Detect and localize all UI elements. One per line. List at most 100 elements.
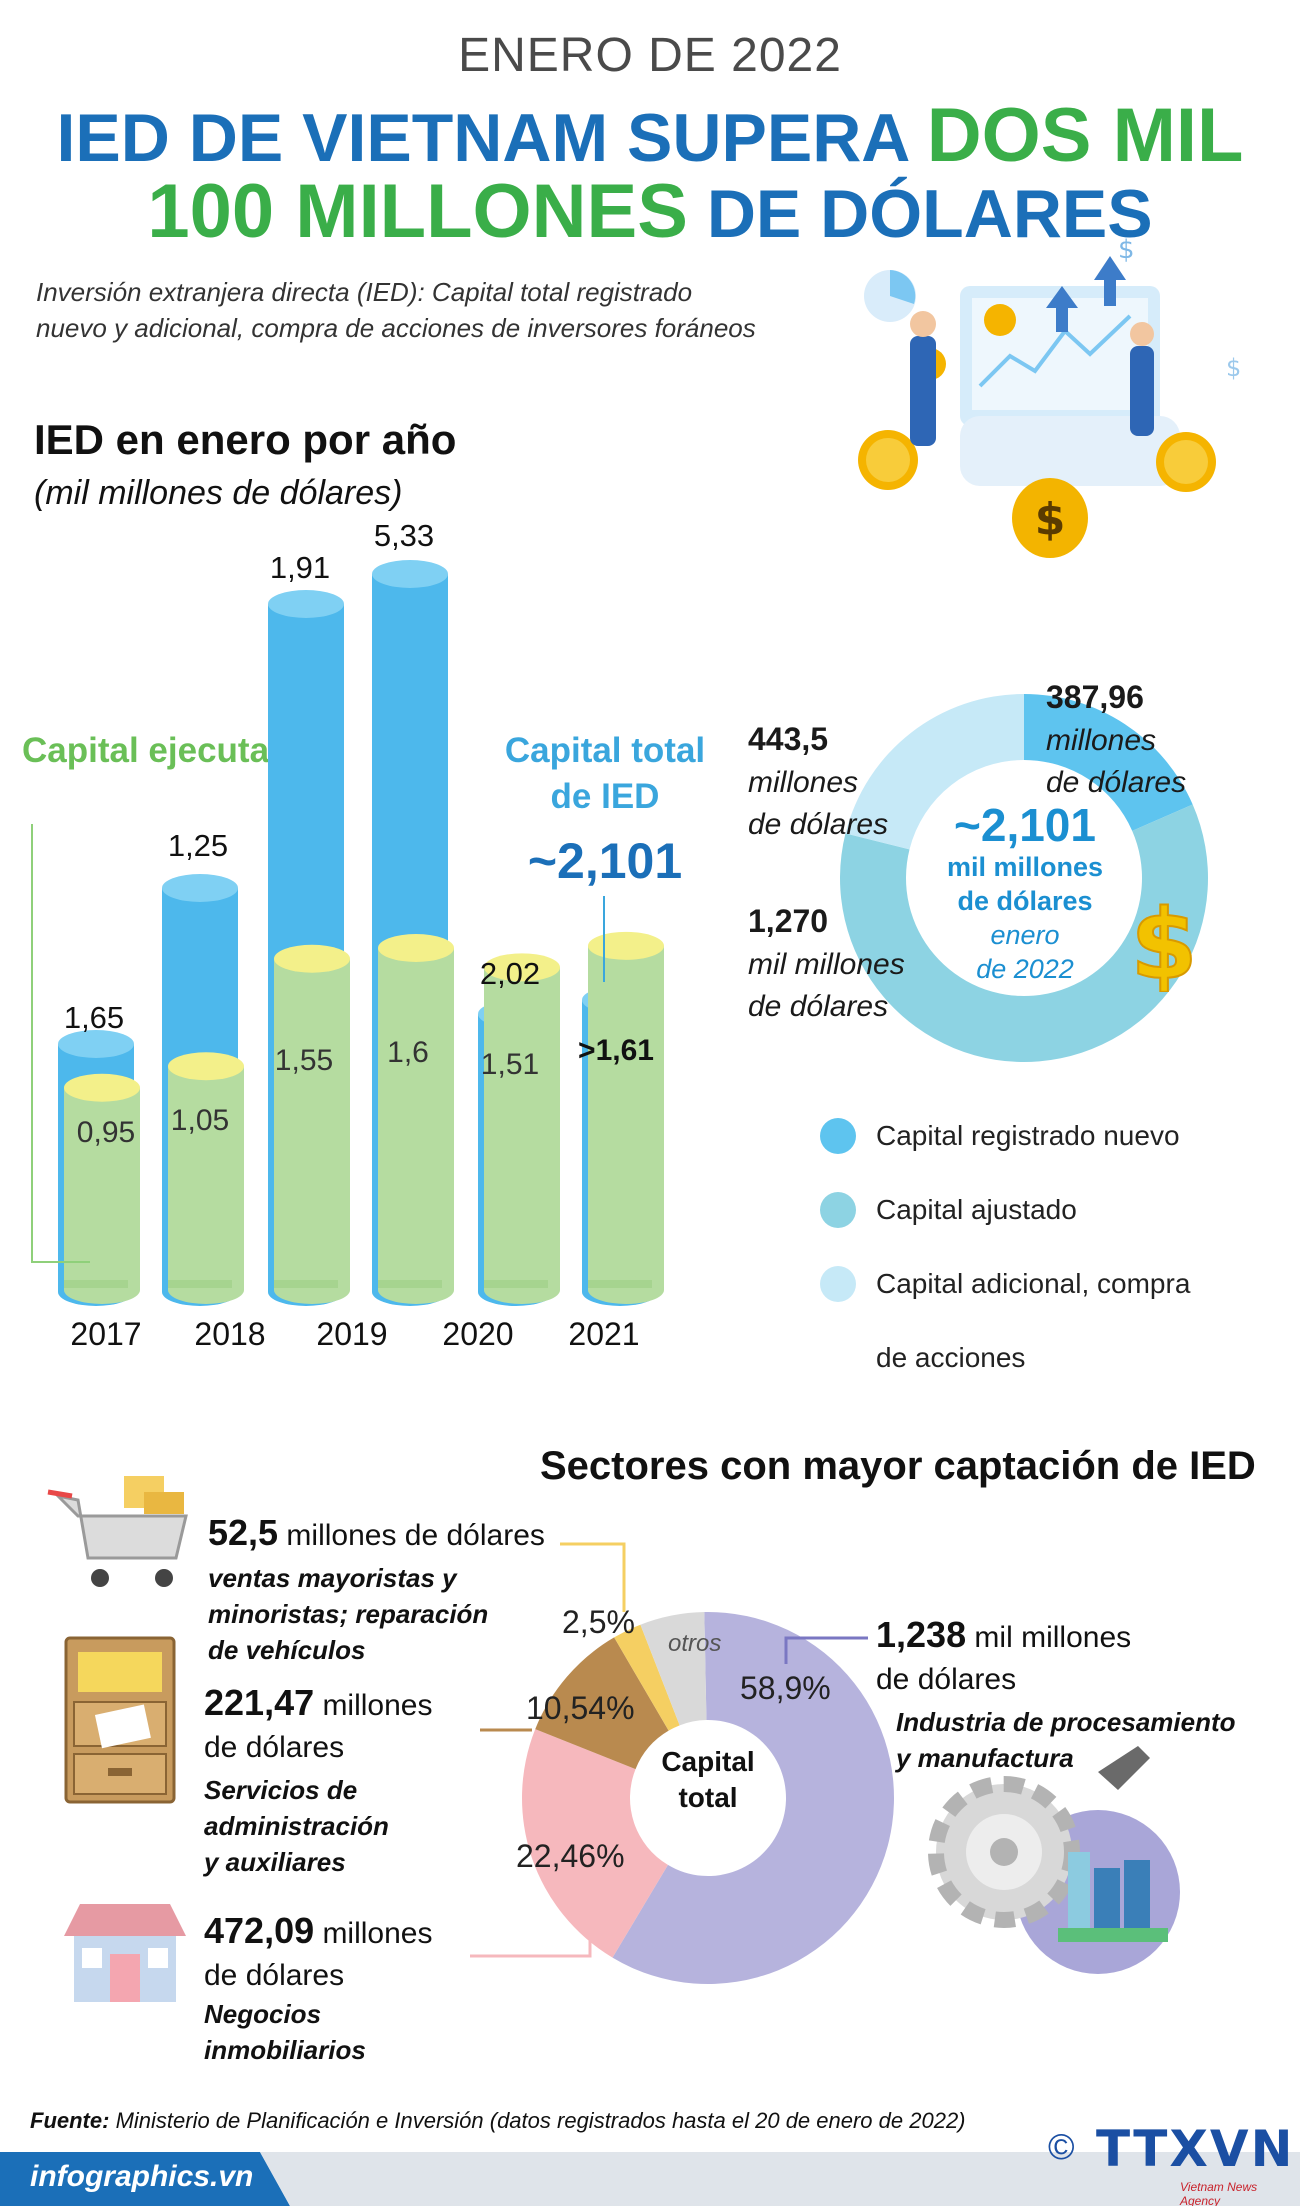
legend-additional-2: de acciones (876, 1342, 1026, 1373)
bar-base-2021 (484, 1280, 548, 1288)
shopping-cart-icon (47, 1476, 188, 1587)
bar-chart (58, 560, 664, 1306)
ttxvn-logo: TTXVN (1096, 2120, 1295, 2178)
manufacturing-amount-value: 1,238 (876, 1614, 967, 1655)
year-label-2018: 2018 (194, 1316, 266, 1352)
new-capital-unit-1: millones (1046, 724, 1157, 757)
title-line-1: IED DE VIETNAM SUPERA DOS MIL (0, 92, 1300, 179)
leader-manufacturing (784, 1636, 868, 1664)
ttxvn-logo-subtitle: Vietnam News Agency (1180, 2180, 1258, 2206)
house-icon (64, 1904, 186, 2002)
svg-text:$: $ (1118, 236, 1135, 265)
person-icon (910, 336, 936, 446)
services-amount-unit-2: de dólares (204, 1731, 345, 1764)
services-desc-3: y auxiliares (204, 1847, 346, 1877)
real-estate-amount-unit-1: millones (314, 1917, 433, 1950)
pct-others: otros (668, 1630, 722, 1657)
capital-donut-chart (840, 694, 1208, 1062)
donut2-center-1: Capital (661, 1746, 755, 1777)
donut2-slice-services (535, 1637, 669, 1770)
donut2-slice-manufacturing (612, 1612, 895, 1985)
real-estate-desc: Negocios inmobiliarios (204, 1996, 366, 2068)
additional-capital-value: 443,5 (748, 721, 829, 757)
manufacturing-desc: Industria de procesamiento y manufactura (896, 1704, 1236, 1776)
source-label: Fuente: (30, 2108, 110, 2133)
year-label-2019: 2019 (316, 1316, 388, 1352)
total-capital-value: ~2,101 (527, 833, 683, 889)
bar-base-2022 (588, 1280, 652, 1288)
bar-base-2018 (168, 1280, 232, 1288)
manufacturing-desc-1: Industria de procesamiento (896, 1707, 1236, 1737)
retail-desc-2: minoristas; reparación (208, 1599, 489, 1629)
leader-executed (31, 824, 90, 1263)
arrow-down-icon (1046, 286, 1078, 332)
bar-exec-prefix-2022: > (578, 1034, 596, 1067)
money-bag-icon (1012, 478, 1088, 558)
subtitle-line-2: nuevo y adicional, compra de acciones de… (36, 313, 756, 343)
bar-base-2019 (274, 1280, 338, 1288)
bar-exec-2018 (168, 1052, 244, 1304)
executed-capital-label-text: Capital ejecutado (22, 731, 312, 770)
donut1-slice-new (1024, 694, 1193, 831)
bar-exec-label-2019: 1,55 (274, 1044, 334, 1077)
bar-exec-label-2022: >1,61 (556, 1034, 676, 1068)
retail-amount: 52,5 millones de dólares (208, 1512, 545, 1557)
new-capital-value: 387,96 (1046, 679, 1144, 715)
services-amount: 221,47 millones de dólares (204, 1682, 432, 1769)
sectors-title: Sectores con mayor captación de IED (540, 1444, 1256, 1488)
adjusted-capital-unit-1: mil millones (748, 948, 905, 981)
manufacturing-amount: 1,238 mil millones de dólares (876, 1614, 1131, 1701)
services-desc-2: administración (204, 1811, 389, 1841)
leader-retail (560, 1542, 626, 1612)
new-capital-label: 387,96 millones de dólares (1046, 676, 1186, 804)
total-capital-label: Capital total de IED (504, 731, 706, 816)
donut1-center: ~2,101 mil millones de dólares enero de … (900, 800, 1150, 986)
pct-manufacturing: 58,9% (740, 1670, 831, 1706)
kicker: ENERO DE 2022 (458, 29, 842, 82)
donut1-center-period-2: de 2022 (976, 954, 1074, 984)
title-line-1-b: DOS MIL (926, 93, 1244, 178)
legend-dot-new (820, 1118, 856, 1154)
trend-line-icon (978, 314, 1132, 388)
retail-desc-3: de vehículos (208, 1635, 366, 1665)
adjusted-capital-value: 1,270 (748, 903, 829, 939)
donut2-slice-others (640, 1612, 707, 1726)
pct-real-estate: 22,46% (516, 1838, 625, 1874)
bar-exec-value-2022: 1,61 (595, 1034, 654, 1067)
donut2-center-2: total (678, 1782, 738, 1813)
site-name[interactable]: infographics.vn (30, 2160, 254, 2193)
svg-text:$: $ (1131, 892, 1198, 992)
new-capital-unit-2: de dólares (1046, 766, 1187, 799)
donut2-slice-real-estate (522, 1729, 668, 1958)
source-text: Ministerio de Planificación e Inversión … (109, 2108, 966, 2133)
real-estate-desc-1: Negocios (204, 1999, 322, 2029)
manufacturing-amount-unit-1: mil millones (966, 1621, 1132, 1654)
footer-band (0, 2152, 1300, 2206)
file-cabinet-icon (64, 1636, 176, 1804)
year-label-2017: 2017 (70, 1316, 142, 1352)
adjusted-capital-unit-2: de dólares (748, 990, 889, 1023)
donut1-center-unit-1: mil millones (946, 852, 1104, 882)
manufacturing-desc-2: y manufactura (896, 1743, 1074, 1773)
svg-text:$: $ (1035, 494, 1066, 545)
real-estate-amount: 472,09 millones de dólares (204, 1910, 432, 1997)
source-note: Fuente: Ministerio de Planificación e In… (30, 2108, 966, 2134)
svg-text:$: $ (1226, 354, 1241, 382)
donut1-center-unit-2: de dólares (957, 886, 1093, 916)
executed-capital-label: Capital ejecutado (22, 728, 312, 774)
donut1-slice-adjusted (840, 804, 1208, 1062)
dollar-sign-icon: $ (1130, 892, 1199, 992)
subtitle: Inversión extranjera directa (IED): Capi… (36, 274, 796, 346)
chart-title: IED en enero por año (34, 416, 457, 463)
wrench-icon (1098, 1746, 1150, 1790)
factory-gear-icon (928, 1746, 1180, 1974)
legend-dot-additional (820, 1266, 856, 1302)
adjusted-capital-label: 1,270 mil millones de dólares (748, 900, 905, 1028)
copyright-icon: © (1048, 2126, 1075, 2167)
bar-exec-label-2021: 1,51 (480, 1048, 540, 1081)
bar-exec-label-2020: 1,6 (387, 1036, 429, 1069)
retail-desc-1: ventas mayoristas y (208, 1563, 457, 1593)
donut1-center-value: ~2,101 (954, 799, 1096, 851)
services-amount-unit-1: millones (314, 1689, 433, 1722)
